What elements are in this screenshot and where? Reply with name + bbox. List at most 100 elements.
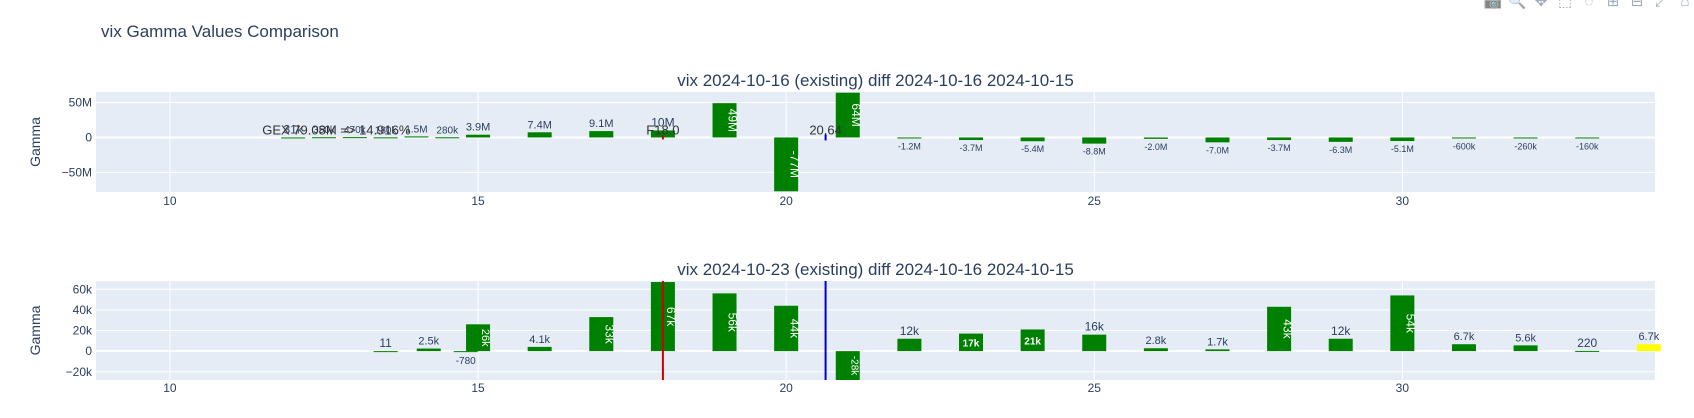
x-tick-label: 20	[779, 381, 793, 395]
bar-label: 6.7k	[1638, 331, 1659, 343]
bar	[1328, 338, 1353, 352]
bar	[835, 351, 860, 380]
bar-label: -1.2M	[898, 141, 921, 151]
bar	[373, 351, 398, 353]
bar	[466, 324, 491, 352]
subplot-1: 50M 0 −50M 10 15 20 25 30 vix 2024-10-16 (existi…	[27, 71, 1655, 208]
bar	[527, 132, 552, 138]
y-tick-label: −20k	[66, 365, 93, 379]
figure-title: vix Gamma Values Comparison	[101, 22, 339, 41]
bar-label: 12k	[900, 324, 920, 338]
bar-label: 49M	[726, 109, 740, 132]
bar	[712, 103, 737, 138]
reset-axes-icon[interactable]: ⌂	[1680, 0, 1690, 10]
zoom-in-icon[interactable]: ⊞	[1606, 0, 1620, 10]
bar-label: 33k	[602, 324, 616, 344]
subplot-2: 60k 40k 20k 0 −20k 10 15 20 25 30 vix 2024-10-23 (…	[27, 260, 1661, 395]
bar	[650, 130, 675, 138]
bar-label: -160k	[1576, 141, 1599, 151]
bar-label: -780	[456, 356, 476, 367]
bar-label: 43k	[1280, 319, 1294, 339]
bar	[1575, 137, 1600, 139]
lasso-icon[interactable]: ◌	[1584, 0, 1594, 10]
bar	[774, 305, 799, 352]
bar	[1082, 334, 1107, 352]
bar-label: -260k	[1514, 141, 1537, 151]
bar	[404, 136, 429, 138]
y-tick-label: 0	[85, 344, 92, 358]
bar-label: -2.0M	[1144, 142, 1167, 152]
bar-label: 6.7k	[1454, 331, 1475, 343]
bar	[311, 137, 336, 139]
bar-label: 54k	[1404, 314, 1418, 334]
bar	[712, 293, 737, 352]
x-tick-label: 15	[471, 194, 485, 208]
bar	[1020, 137, 1045, 142]
y-tick-label: 20k	[73, 324, 93, 338]
bar-label: -77M	[787, 151, 801, 178]
autoscale-icon[interactable]: ⤢	[1654, 0, 1667, 10]
x-tick-label: 25	[1088, 194, 1102, 208]
bar-label: -8.8M	[1083, 147, 1106, 157]
bar-label: 350k	[313, 125, 336, 136]
bar	[1451, 344, 1476, 352]
x-tick-label: 30	[1396, 381, 1410, 395]
bar	[342, 137, 367, 139]
bar-label: 180k	[375, 125, 398, 136]
bar	[1143, 348, 1168, 352]
bar	[1020, 329, 1045, 352]
box-select-icon[interactable]: ⬚	[1557, 0, 1573, 10]
plot-area	[96, 92, 1655, 192]
bar-label: 9.1M	[589, 118, 613, 130]
bar-label: -7.0M	[1206, 145, 1229, 155]
bar-label: 2.5k	[418, 336, 439, 348]
x-tick-label: 20	[779, 194, 793, 208]
bar	[1513, 345, 1538, 352]
bar	[1390, 137, 1415, 142]
bar-label: 7.4M	[527, 119, 551, 131]
bar	[589, 131, 614, 138]
zoom-out-icon[interactable]: ⊟	[1630, 0, 1644, 10]
x-tick-label: 10	[163, 381, 177, 395]
bar-label: 26k	[479, 329, 491, 347]
bar	[959, 333, 984, 352]
bar	[1267, 306, 1292, 352]
y-tick-label: 40k	[73, 303, 93, 317]
annotation: 20.64	[809, 123, 842, 138]
bar	[1143, 137, 1168, 139]
bar-label: 3.9M	[466, 122, 490, 134]
bar	[959, 137, 984, 141]
y-tick-label: −50M	[62, 165, 92, 179]
bar	[897, 137, 922, 139]
y-axis-label: Gamma	[27, 117, 43, 167]
bar-label: 31k	[284, 122, 304, 136]
bar-label: -600k	[1453, 141, 1476, 151]
bar	[1513, 137, 1538, 139]
bar	[835, 92, 860, 138]
subplot-title: vix 2024-10-23 (existing) diff 2024-10-1…	[677, 260, 1074, 279]
bar-label: 4.1k	[529, 334, 550, 346]
bar	[373, 137, 398, 139]
bar-label: 11	[379, 336, 392, 350]
bar-label: 17k	[963, 338, 980, 349]
y-axis-label: Gamma	[27, 305, 43, 355]
bar-label: 220	[1577, 336, 1597, 350]
bar-label: -5.4M	[1021, 144, 1044, 154]
bar-label: -28k	[848, 356, 859, 376]
bar	[1636, 344, 1661, 352]
zoom-icon[interactable]: 🔍	[1507, 0, 1527, 10]
bar-label: -3.7M	[1268, 143, 1291, 153]
bar	[1328, 137, 1353, 142]
y-tick-label: 0	[85, 130, 92, 144]
annotation: GEX 79.08M => 14.916%	[262, 123, 411, 138]
bar-label: 280k	[436, 125, 459, 136]
bar-label: 44k	[787, 319, 801, 339]
bar	[435, 137, 460, 139]
camera-icon[interactable]: 📷	[1483, 0, 1503, 10]
x-tick-label: 25	[1088, 381, 1102, 395]
y-tick-label: 60k	[73, 282, 93, 296]
pan-icon[interactable]: ✥	[1534, 0, 1548, 10]
x-tick-label: 30	[1396, 194, 1410, 208]
bar	[1390, 295, 1415, 352]
